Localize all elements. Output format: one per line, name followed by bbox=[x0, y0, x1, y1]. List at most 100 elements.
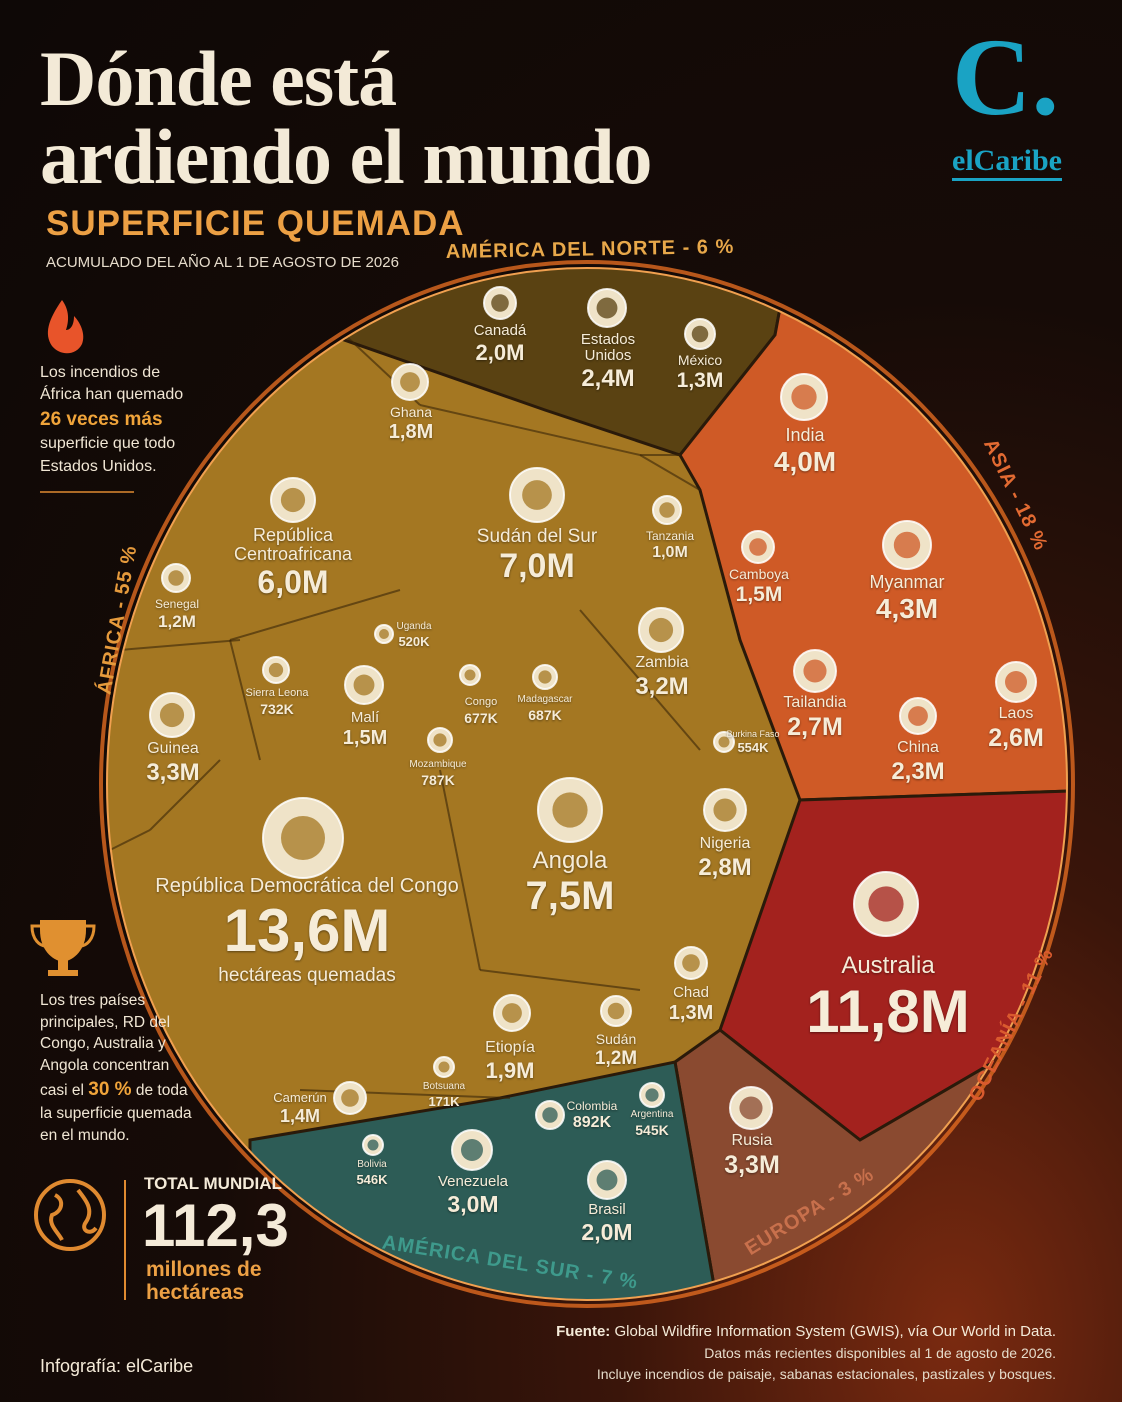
cell-line bbox=[229, 639, 261, 761]
country-name: Australia bbox=[841, 952, 935, 979]
country-name: Argentina bbox=[630, 1109, 674, 1120]
total-label: TOTAL MUNDIAL bbox=[144, 1174, 282, 1193]
country-value: 2,7M bbox=[787, 712, 843, 741]
title-line: Dónde está bbox=[40, 35, 397, 122]
country-label: Argentina 545K bbox=[612, 1109, 692, 1138]
country-name: Estados Unidos bbox=[580, 331, 636, 364]
country-name: India bbox=[785, 425, 825, 445]
flag-band bbox=[868, 886, 904, 922]
flag-band bbox=[607, 1002, 625, 1020]
flag-band bbox=[893, 531, 921, 559]
country-name: Etiopía bbox=[485, 1039, 535, 1056]
flag-band bbox=[268, 662, 284, 678]
country-value: 7,5M bbox=[525, 874, 615, 919]
country-label: Burkina Faso 554K bbox=[723, 729, 783, 756]
flag-band bbox=[691, 325, 709, 343]
country-label: Canadá 2,0M bbox=[455, 323, 545, 364]
source-label: Fuente: bbox=[556, 1323, 611, 1340]
country-label: Brasil 2,0M bbox=[562, 1202, 652, 1244]
country-label: Botsuana 171K bbox=[414, 1081, 474, 1109]
flags bbox=[149, 286, 1037, 1200]
country-label: Angola 7,5M bbox=[485, 848, 655, 917]
country-label: Mozambique 787K bbox=[393, 759, 483, 788]
country-name: Sierra Leona bbox=[245, 687, 309, 699]
flag-band bbox=[596, 1169, 618, 1191]
cell-line bbox=[579, 609, 701, 751]
country-name: México bbox=[677, 352, 723, 368]
country-name: Ghana bbox=[389, 404, 433, 420]
flag-band bbox=[739, 1096, 763, 1120]
flag-band bbox=[353, 674, 375, 696]
country-value: 787K bbox=[421, 771, 455, 788]
country-value: 1,5M bbox=[342, 726, 388, 749]
flag-band bbox=[367, 1139, 379, 1151]
logo-mark: C. bbox=[952, 16, 1059, 138]
flag-band bbox=[1005, 671, 1027, 693]
country-label: Ghana 1,8M bbox=[361, 405, 461, 443]
country-label: Camerún 1,4M bbox=[255, 1091, 345, 1126]
country-label: Sierra Leona 732K bbox=[232, 687, 322, 716]
country-label: Colombia 892K bbox=[552, 1100, 632, 1131]
flag-band bbox=[682, 954, 700, 972]
country-label: Tailandia 2,7M bbox=[760, 694, 870, 741]
flag-band bbox=[542, 1107, 558, 1123]
source-line: Incluye incendios de paisaje, sabanas es… bbox=[596, 1366, 1056, 1382]
country-value: 2,0M bbox=[581, 1218, 633, 1245]
note-text: superficie que todo Estados Unidos. bbox=[40, 435, 176, 475]
flag-band bbox=[341, 1089, 359, 1107]
country-name: Camerún bbox=[273, 1090, 327, 1105]
country-label: Laos 2,6M bbox=[966, 705, 1066, 752]
country-value: 1,3M bbox=[668, 1001, 714, 1024]
country-value: 171K bbox=[428, 1093, 460, 1109]
source-line: Datos más recientes disponibles al 1 de … bbox=[704, 1345, 1056, 1361]
credit: Infografía: elCaribe bbox=[40, 1356, 194, 1376]
flag-band bbox=[464, 669, 476, 681]
flag-band bbox=[281, 816, 325, 860]
country-label: República Centroafricana 6,0M bbox=[193, 526, 393, 599]
flag-band bbox=[538, 670, 552, 684]
cell-line bbox=[479, 969, 641, 991]
country-label: Tanzania 1,0M bbox=[625, 530, 715, 561]
country-value: 3,0M bbox=[447, 1190, 499, 1217]
country-value: 687K bbox=[528, 706, 562, 723]
country-label: Rusia 3,3M bbox=[702, 1132, 802, 1179]
note-highlight: 26 veces más bbox=[40, 408, 163, 430]
note-highlight: 30 % bbox=[88, 1078, 132, 1100]
unit-note: hectáreas quemadas bbox=[218, 965, 396, 986]
flag-band bbox=[433, 733, 447, 747]
source-text: Global Wildfire Information System (GWIS… bbox=[614, 1323, 1056, 1340]
country-label: Sudán 1,2M bbox=[576, 1032, 656, 1069]
country-value: 3,3M bbox=[146, 758, 200, 786]
country-value: 2,4M bbox=[581, 364, 635, 392]
country-name: Myanmar bbox=[869, 572, 945, 592]
flag-band bbox=[502, 1003, 522, 1023]
country-name: Laos bbox=[998, 705, 1034, 722]
cell-line bbox=[419, 404, 641, 456]
country-label: Malí 1,5M bbox=[320, 710, 410, 749]
cell-line bbox=[229, 589, 401, 641]
country-value: 11,8M bbox=[806, 978, 970, 1046]
country-value: 1,2M bbox=[594, 1047, 638, 1069]
country-label: México 1,3M bbox=[660, 353, 740, 392]
flag-band bbox=[648, 617, 674, 643]
trophy-icon bbox=[30, 920, 96, 976]
country-label: Chad 1,3M bbox=[651, 985, 731, 1024]
country-value: 545K bbox=[635, 1121, 669, 1138]
country-name: República Centroafricana bbox=[233, 525, 353, 564]
flag-band bbox=[522, 480, 552, 510]
country-value: 2,3M bbox=[891, 757, 945, 785]
country-value: 554K bbox=[737, 740, 769, 756]
flag-band bbox=[379, 629, 389, 639]
country-value: 3,3M bbox=[724, 1150, 780, 1179]
globe-icon bbox=[34, 1179, 106, 1251]
country-value: 2,6M bbox=[988, 723, 1044, 752]
country-label: Myanmar 4,3M bbox=[847, 572, 967, 624]
country-label: Uganda 520K bbox=[384, 621, 444, 648]
cell-line bbox=[149, 759, 221, 831]
country-label: Etiopía 1,9M bbox=[455, 1039, 565, 1083]
country-value: 6,0M bbox=[257, 563, 329, 600]
country-value: 1,9M bbox=[485, 1057, 535, 1083]
country-value: 1,3M bbox=[676, 368, 724, 392]
outer-glow bbox=[99, 260, 1075, 1308]
